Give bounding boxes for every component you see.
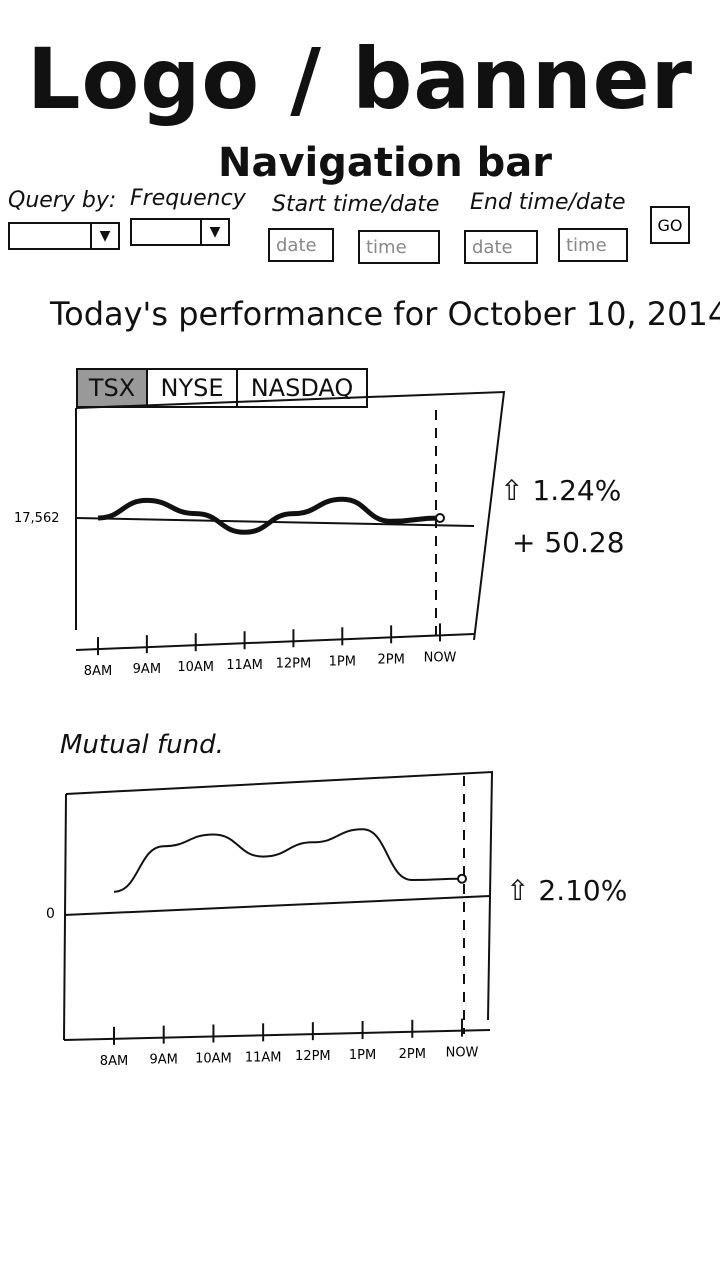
performance-title: Today's performance for October 10, 2014 [50,295,720,333]
frequency-label: Frequency [130,186,246,211]
x-tick-label: 10AM [195,1051,232,1066]
now-point [457,873,467,884]
x-tick-label: 12PM [295,1049,331,1064]
end-time-field[interactable] [560,230,626,260]
x-tick-label: 11AM [245,1050,282,1065]
start-date-input[interactable] [268,228,334,262]
end-time-input[interactable] [558,228,628,262]
x-tick-label: NOW [424,650,457,665]
x-tick-label: 2PM [377,652,404,667]
x-tick-label: 2PM [399,1047,426,1062]
tsx-change-percent: 1.24% [532,474,622,507]
x-tick-label: 8AM [84,664,112,679]
up-arrow-icon: ⇧ [500,474,524,507]
market-chart: 8AM 9AM 10AM 11AM 12PM 1PM 2PM NOW 17,562 [14,390,506,679]
start-date-field[interactable] [270,230,332,260]
frequency-select[interactable]: ▼ [130,218,230,246]
x-tick-label: 8AM [100,1054,128,1069]
baseline-value-label: 0 [46,906,55,922]
end-time-date-label: End time/date [470,190,626,215]
tsx-change: ⇧ 1.24% [500,474,621,507]
x-tick-label: 9AM [150,1053,178,1068]
x-tick-label: 10AM [177,660,214,675]
x-tick-label: 1PM [329,654,356,669]
start-time-date-label: Start time/date [272,192,440,217]
chevron-down-icon[interactable]: ▼ [200,220,228,244]
query-by-label: Query by: [8,188,117,213]
query-by-select[interactable]: ▼ [8,222,120,250]
tsx-change-points: + 50.28 [512,526,625,559]
end-date-field[interactable] [466,232,536,262]
mutual-fund-change: ⇧ 2.10% [506,874,627,907]
x-tick-label: 9AM [133,662,161,677]
start-time-field[interactable] [360,232,438,262]
x-axis [75,633,475,651]
x-tick-label: 1PM [349,1048,376,1063]
logo-banner[interactable]: Logo / banner [26,30,694,128]
end-date-input[interactable] [464,230,538,264]
baseline [75,517,475,527]
chevron-down-icon[interactable]: ▼ [90,224,118,248]
series-line-mutual-fund [113,828,463,893]
go-button[interactable]: GO [650,206,690,244]
now-point [435,513,445,523]
up-arrow-icon: ⇧ [506,874,530,907]
tab-nyse[interactable]: NYSE [146,368,238,408]
chart-frame [63,770,494,1041]
mutual-fund-title: Mutual fund. [60,730,224,760]
x-axis [63,1029,491,1041]
start-time-input[interactable] [358,230,440,264]
mutual-fund-change-percent: 2.10% [538,874,628,907]
baseline-value-label: 17,562 [14,511,60,526]
x-tick-label: 11AM [226,658,263,673]
navigation-bar[interactable]: Navigation bar [218,140,552,186]
series-line-tsx [97,496,441,535]
baseline [63,895,491,916]
x-tick-label: NOW [446,1046,479,1061]
x-tick-label: 12PM [276,656,312,671]
